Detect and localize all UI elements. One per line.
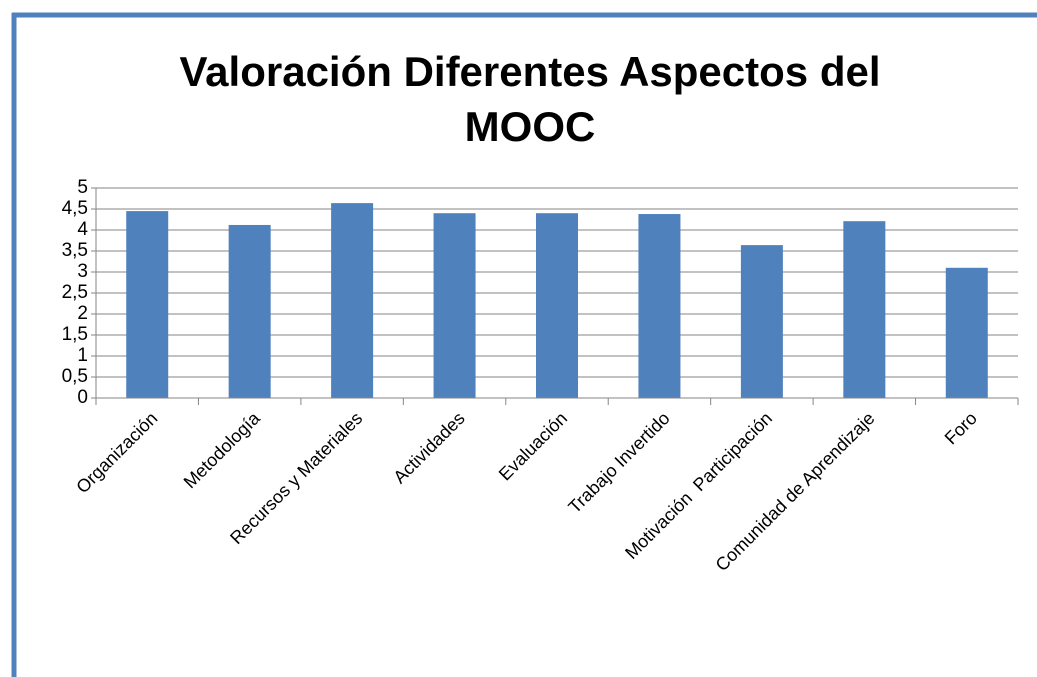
y-tick-label: 1 (77, 345, 88, 366)
bar (843, 221, 886, 398)
bar (228, 224, 271, 398)
bar (331, 203, 374, 398)
bar (945, 267, 988, 398)
y-tick-label: 4,5 (62, 198, 88, 219)
chart-title: MOOC (465, 103, 596, 150)
y-tick-label: 4 (77, 219, 88, 240)
y-tick-label: 2,5 (62, 282, 88, 303)
y-tick-label: 5 (77, 177, 88, 198)
y-tick-label: 2 (77, 303, 88, 324)
y-tick-label: 0,5 (62, 366, 88, 387)
y-tick-label: 0 (77, 387, 88, 408)
bar (433, 213, 476, 398)
bar (740, 245, 783, 398)
y-tick-label: 1,5 (62, 324, 88, 345)
chart-title: Valoración Diferentes Aspectos del (179, 48, 880, 95)
y-tick-label: 3 (77, 261, 88, 282)
bar (638, 214, 681, 398)
bar (536, 213, 578, 398)
y-tick-label: 3,5 (62, 240, 88, 261)
bar (126, 211, 169, 398)
